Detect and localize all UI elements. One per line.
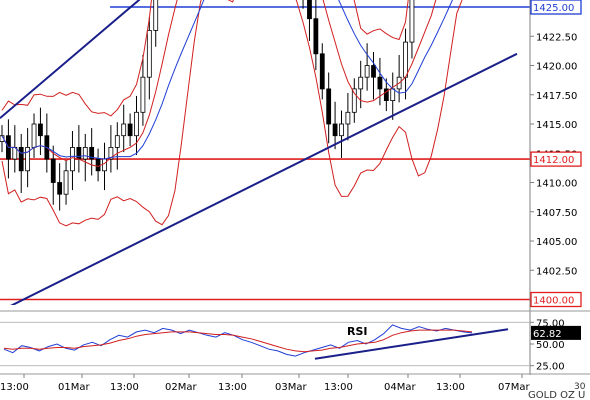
rsi-tick-label: 25.00 [536, 362, 565, 373]
level-labels: 1448.001439.001425.001412.001400.001436.… [530, 0, 582, 308]
time-tick-label: 03Mar [275, 382, 307, 393]
candle-body [140, 76, 146, 113]
price-tick-label: 1417.50 [536, 91, 577, 102]
price-tick-label: 1405.00 [536, 237, 577, 248]
candle-body [38, 123, 43, 137]
level-label: 1400.00 [533, 296, 574, 307]
level-label: 1412.00 [533, 155, 574, 166]
time-tick-label: 02Mar [165, 382, 197, 393]
price-tick-label: 1422.50 [536, 32, 577, 43]
rsi-tick-label: 75.00 [536, 318, 565, 329]
rsi-trendline [314, 328, 509, 360]
price-tick-label: 1402.50 [536, 266, 577, 277]
level-label-box [530, 291, 582, 308]
candle-body [89, 146, 95, 160]
candle-body [25, 146, 31, 172]
candle-body [371, 65, 376, 78]
time-tick-label: 13:00 [110, 382, 139, 393]
level-label-box [530, 0, 582, 15]
candle-body [313, 18, 319, 55]
time-axis: 13:00 01Mar 13:00 02Mar 13:00 03Mar 13:00 04Mar… [0, 374, 530, 393]
price-panel [0, 0, 530, 305]
candle-body [339, 123, 344, 137]
candle-body [390, 88, 396, 102]
candle-body [326, 88, 332, 125]
candle-body [403, 41, 408, 78]
candle-body [31, 123, 37, 148]
upper-channel-trendline [0, 0, 141, 119]
candle-body [121, 123, 127, 137]
time-tick-label: 01Mar [58, 382, 90, 393]
price-tick-label: 1415.00 [536, 120, 577, 131]
price-tick-label: 1410.00 [536, 179, 577, 190]
candle-body [63, 170, 69, 195]
horizontal-levels [0, 6, 530, 301]
candle-body [82, 146, 88, 160]
time-tick-label: 13:00 [0, 382, 29, 393]
instrument-label: GOLD OZ U [528, 390, 585, 400]
candle-body [114, 135, 120, 148]
rsi-line [3, 329, 473, 353]
candle-body [319, 53, 325, 90]
candle-body [18, 146, 24, 172]
candle-body [358, 76, 364, 90]
rsi-line [3, 324, 473, 357]
level-label-box [530, 151, 582, 167]
candle-body [50, 158, 56, 183]
level-label: 1425.00 [533, 3, 574, 14]
candle-body [351, 88, 357, 113]
moving-average-line [1, 0, 453, 160]
candle-body [377, 76, 383, 90]
candle-body [383, 88, 389, 102]
price-tick-label: 1407.50 [536, 208, 577, 219]
candle-body [102, 158, 107, 172]
bollinger-bands [1, 0, 463, 227]
candle-body [146, 29, 152, 78]
channel-trendlines [0, 0, 518, 305]
candle-body [134, 111, 139, 137]
lower-channel-trendline [10, 52, 518, 305]
bollinger-lower [1, 0, 463, 227]
candle-body [70, 146, 75, 172]
price-tick-label: 1420.00 [536, 62, 577, 73]
interval-label: 30 [574, 382, 586, 392]
candle-body [95, 158, 101, 172]
rsi-tick-label: 50.00 [536, 340, 565, 351]
rsi-panel [0, 321, 530, 367]
rsi-value-label: 62.82 [533, 329, 562, 340]
time-tick-label: 13:00 [218, 382, 247, 393]
candle-body [57, 182, 63, 195]
bollinger-middle [1, 0, 437, 167]
candle-body [409, 0, 415, 43]
candle-body [345, 111, 351, 125]
candle-body [127, 123, 133, 137]
candle-body [153, 0, 159, 31]
candle-body [307, 0, 312, 20]
time-tick-label: 04Mar [384, 382, 416, 393]
candle-body [108, 146, 114, 160]
candle-body [332, 123, 338, 137]
rsi-title: RSI [347, 325, 368, 338]
time-tick-label: 13:00 [436, 382, 465, 393]
bollinger-upper [1, 0, 409, 117]
time-tick-label: 07Mar [498, 382, 530, 393]
candle-body [364, 65, 370, 78]
candle-body [76, 146, 82, 160]
candlestick-series [0, 0, 415, 211]
rsi-value-box [531, 325, 581, 340]
time-tick-label: 13:00 [324, 382, 353, 393]
